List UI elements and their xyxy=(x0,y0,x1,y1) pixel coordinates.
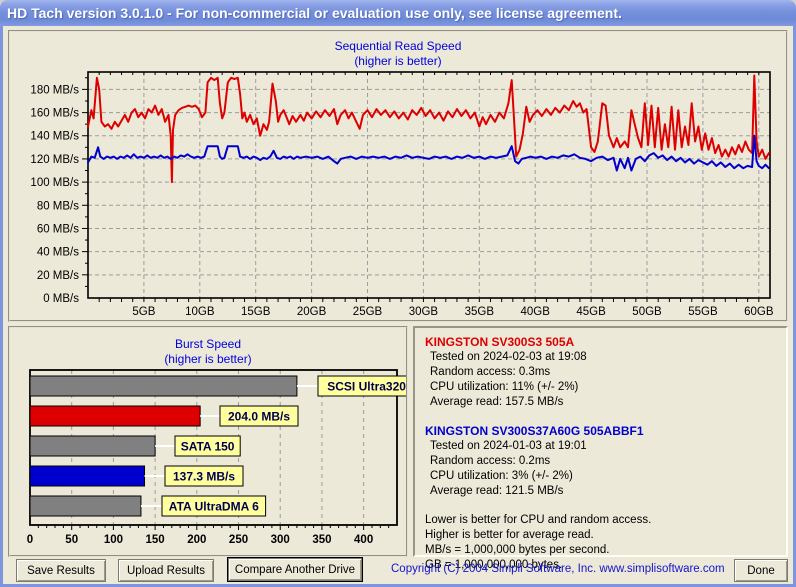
x-tick-label: 15GB xyxy=(241,306,271,318)
spacer xyxy=(425,499,782,513)
burst-x-tick-label: 400 xyxy=(354,534,373,546)
bar-label-text: 204.0 MB/s xyxy=(228,410,290,424)
x-tick-label: 40GB xyxy=(521,306,551,318)
x-tick-label: 55GB xyxy=(688,306,718,318)
bar-label-box xyxy=(174,435,241,457)
compare-another-drive-button[interactable]: Compare Another Drive xyxy=(227,557,363,582)
bar-label-box xyxy=(164,465,244,487)
window-content: Sequential Read Speed (higher is better)… xyxy=(3,26,793,584)
x-tick-label: 35GB xyxy=(465,306,495,318)
drive-1-detail: Average read: 157.5 MB/s xyxy=(430,396,564,408)
drive-2-name: KINGSTON SV300S37A60G 505ABBF1 xyxy=(425,424,644,438)
y-tick-label: 140 MB/s xyxy=(30,131,79,143)
bar-label-box xyxy=(219,405,299,427)
plot-border xyxy=(87,71,771,299)
burst-x-tick-label: 350 xyxy=(312,534,331,546)
x-tick-label: 45GB xyxy=(576,306,606,318)
bar-label-box xyxy=(317,375,406,397)
x-tick-label: 25GB xyxy=(353,306,383,318)
x-tick-label: 60GB xyxy=(744,306,774,318)
burst-speed-chart: 0 50 100 150 200 250 300 350 400 SCSI Ultra320 204… xyxy=(27,369,406,546)
burst-chart-subtitle: (higher is better) xyxy=(164,352,252,366)
done-button[interactable]: Done xyxy=(734,559,788,582)
x-tick-label: 10GB xyxy=(185,306,215,318)
bar-label-box xyxy=(161,495,267,517)
burst-x-tick-label: 50 xyxy=(65,534,78,546)
title-bar[interactable]: HD Tach version 3.0.1.0 - For non-commer… xyxy=(0,0,796,26)
upload-results-button[interactable]: Upload Results xyxy=(118,559,214,582)
burst-chart-title: Burst Speed xyxy=(174,337,242,351)
y-tick-label: 0 MB/s xyxy=(43,293,79,305)
read-series-2 xyxy=(87,134,770,172)
y-tick-label: 120 MB/s xyxy=(30,154,79,166)
sequential-read-chart: 0 MB/s 20 MB/s 40 MB/s 60 MB/s 80 MB/s 100 MB… xyxy=(30,71,774,318)
x-tick-label: 50GB xyxy=(632,306,662,318)
read-chart-title: Sequential Read Speed xyxy=(334,39,462,53)
bar-label-text: 137.3 MB/s xyxy=(173,470,235,484)
drive-2-detail: Average read: 121.5 MB/s xyxy=(430,485,564,497)
burst-x-tick-label: 100 xyxy=(104,534,123,546)
burst-x-tick-label: 300 xyxy=(271,534,290,546)
drive-1-name: KINGSTON SV300S3 505A xyxy=(425,335,575,349)
read-series-1 xyxy=(87,74,770,184)
note-line: Lower is better for CPU and random acces… xyxy=(425,514,652,526)
y-tick-label: 40 MB/s xyxy=(37,247,79,259)
x-tick-label: 20GB xyxy=(297,306,327,318)
drive-1-detail: CPU utilization: 11% (+/- 2%) xyxy=(430,381,579,393)
copyright-text: Copyright (C) 2004 Simpli Software, Inc.… xyxy=(391,563,725,575)
burst-speed-panel: Burst Speed (higher is better) 0 50 100 150… xyxy=(8,326,408,557)
burst-x-tick-label: 150 xyxy=(146,534,165,546)
save-results-button[interactable]: Save Results xyxy=(16,559,106,582)
note-line: GB = 1,000,000,000 bytes. xyxy=(425,559,563,571)
burst-x-tick-label: 200 xyxy=(187,534,206,546)
drive-info-panel: KINGSTON SV300S3 505A Tested on 2024-02-0… xyxy=(413,326,788,571)
x-tick-label: 5GB xyxy=(132,306,155,318)
bar-label-text: ATA UltraDMA 6 xyxy=(169,500,259,514)
y-tick-label: 180 MB/s xyxy=(30,84,79,96)
drive-2-detail: Random access: 0.2ms xyxy=(430,455,551,467)
note-line: Higher is better for average read. xyxy=(425,529,594,541)
y-tick-label: 60 MB/s xyxy=(37,223,79,235)
y-tick-label: 160 MB/s xyxy=(30,108,79,120)
window-title: HD Tach version 3.0.1.0 - For non-commer… xyxy=(7,5,622,21)
drive-info-text: KINGSTON SV300S3 505A Tested on 2024-02-0… xyxy=(415,328,786,573)
burst-bar-drive2 xyxy=(29,465,146,487)
drive-2-detail: Tested on 2024-01-03 at 19:01 xyxy=(430,440,587,452)
bar-label-text: SCSI Ultra320 xyxy=(327,380,406,394)
burst-x-tick-label: 0 xyxy=(27,534,33,546)
burst-bar-drive1 xyxy=(29,405,201,427)
y-tick-label: 80 MB/s xyxy=(37,200,79,212)
x-tick-label: 30GB xyxy=(409,306,439,318)
burst-x-tick-label: 250 xyxy=(229,534,248,546)
y-tick-label: 100 MB/s xyxy=(30,177,79,189)
drive-2-detail: CPU utilization: 3% (+/- 2%) xyxy=(430,470,573,482)
bar-label-text: SATA 150 xyxy=(181,440,235,454)
spacer xyxy=(425,410,782,424)
note-line: MB/s = 1,000,000 bytes per second. xyxy=(425,544,610,556)
drive-1-detail: Random access: 0.3ms xyxy=(430,366,551,378)
y-tick-label: 20 MB/s xyxy=(37,270,79,282)
drive-1-detail: Tested on 2024-02-03 at 19:08 xyxy=(430,351,587,363)
burst-bar-reference xyxy=(29,495,142,517)
burst-bar-reference xyxy=(29,435,156,457)
burst-bar-reference xyxy=(29,375,298,397)
sequential-read-panel: Sequential Read Speed (higher is better)… xyxy=(8,30,788,322)
read-chart-subtitle: (higher is better) xyxy=(354,54,442,68)
